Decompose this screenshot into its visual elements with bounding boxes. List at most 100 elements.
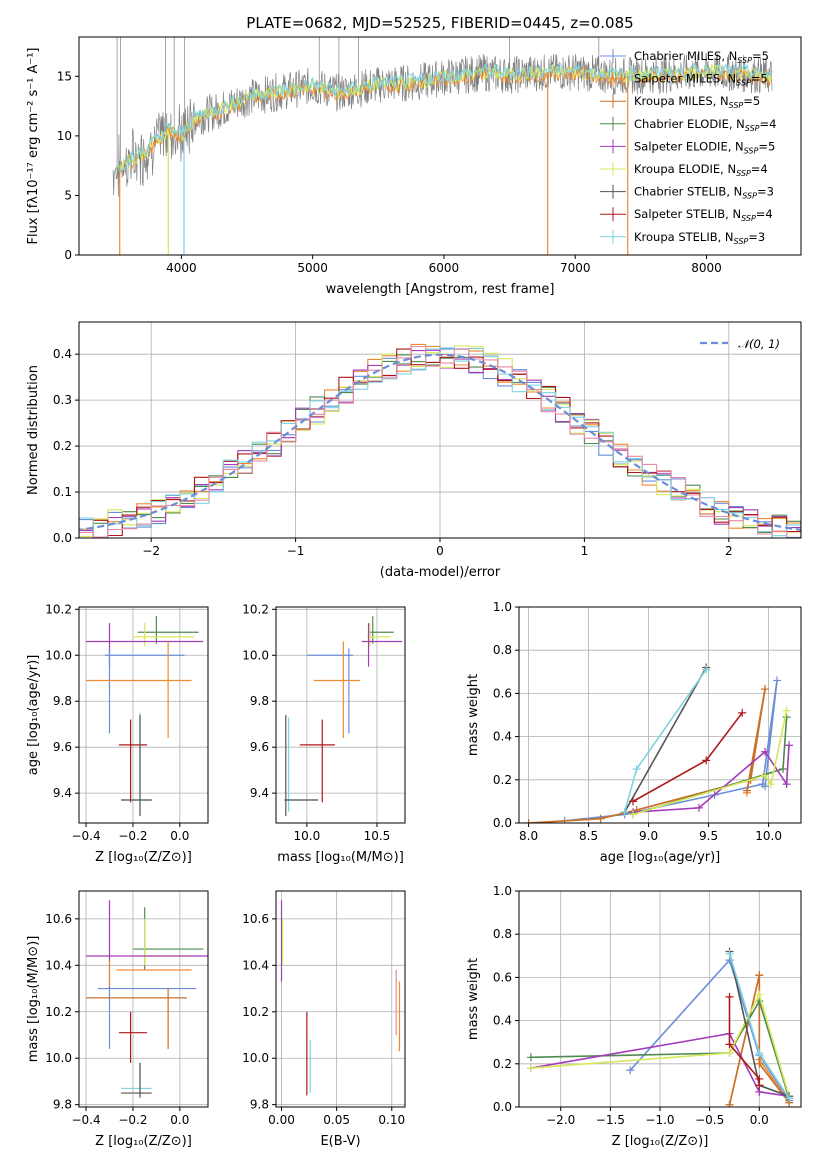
legend-suffix: =4 (751, 162, 768, 176)
y-tick-label: 9.8 (53, 1098, 72, 1112)
y-tick-label: 9.8 (250, 694, 269, 708)
weight-point (738, 708, 747, 717)
x-tick-label: 0.00 (268, 1113, 295, 1127)
y-tick-label: 0.2 (493, 1057, 512, 1071)
weight-point (755, 1059, 764, 1068)
weight-lines (526, 947, 794, 1107)
y-tick-label: 9.4 (250, 786, 269, 800)
legend-suffix: =5 (743, 94, 760, 108)
x-tick-label: 0.05 (323, 1113, 350, 1127)
weight-series (530, 992, 790, 1097)
y-tick-label: 10.0 (242, 1051, 269, 1065)
y-axis-label: age [log₁₀(age/yr)] (26, 655, 41, 776)
weight-point (725, 1100, 734, 1107)
x-axis-label: age [log₁₀(age/yr)] (600, 850, 721, 865)
model-spectrum (115, 65, 773, 171)
massweight-vs-age-panel: 8.0 8.5 9.0 9.5 10.0 0.0 0.2 0.4 0.6 0.8 1.0 age [l… (466, 600, 802, 865)
y-tick-label: 5 (64, 188, 72, 202)
legend-entry: Kroupa ELODIE, NSSP=4 (634, 162, 768, 178)
x-axis-label: mass [log₁₀(M/M⊙)] (277, 850, 404, 865)
x-tick-label: −0.4 (71, 829, 100, 843)
legend-subscript: SSP (729, 101, 744, 110)
legend-text: Salpeter MILES, N (634, 72, 736, 86)
legend-suffix: =5 (751, 72, 768, 86)
plot-frame (518, 890, 802, 1108)
weight-point (702, 665, 711, 674)
y-tick-label: 10.6 (242, 912, 269, 926)
x-tick-label: 9.5 (699, 829, 718, 843)
y-tick-label: 10.2 (242, 1005, 269, 1019)
y-tick-label: 9.6 (53, 740, 72, 754)
weight-series (623, 667, 707, 813)
legend-entry: Salpeter ELODIE, NSSP=5 (634, 139, 775, 155)
spectrum-panel: 4000 5000 6000 7000 8000 0 5 10 15 wavelength [An… (26, 36, 802, 297)
weight-point (761, 685, 769, 694)
legend-text: Chabrier ELODIE, N (634, 117, 745, 131)
x-tick-label: 8.5 (579, 829, 598, 843)
legend-subscript: SSP (742, 192, 757, 201)
y-tick-label: 9.8 (53, 694, 72, 708)
legend-subscript: SSP (736, 169, 751, 178)
y-tick-label: 10.0 (242, 648, 269, 662)
y-tick-label: 9.8 (250, 1098, 269, 1112)
weight-point (755, 971, 764, 980)
x-tick-label: 10.5 (364, 829, 391, 843)
weight-series (564, 680, 778, 822)
y-tick-label: 15 (57, 69, 72, 83)
x-tick-label: 6000 (429, 261, 460, 275)
y-tick-label: 0.0 (493, 1100, 512, 1114)
y-tick-label: 10.0 (45, 1051, 72, 1065)
age-vs-mass-panel: 10.0 10.5 9.4 9.6 9.8 10.0 10.2 mass [log₁₀(M/M… (242, 602, 406, 865)
legend-suffix: =5 (758, 139, 775, 153)
y-axis-label: mass weight (466, 674, 481, 756)
weight-series (629, 958, 790, 1101)
y-tick-label: 10.4 (45, 958, 72, 972)
errorbars (86, 616, 204, 817)
weight-point (779, 765, 787, 773)
x-tick-label: 2 (725, 544, 733, 558)
x-tick-label: 10.0 (293, 829, 320, 843)
x-tick-label: 0.10 (378, 1113, 405, 1127)
y-tick-label: 0.0 (53, 531, 72, 545)
legend-text: Chabrier MILES, N (634, 49, 737, 63)
weight-point (743, 786, 751, 795)
x-axis-label: E(B-V) (320, 1134, 360, 1149)
y-axis-label: mass [log₁₀(M/M⊙)] (26, 936, 41, 1063)
weight-point (761, 782, 769, 791)
weight-point (702, 756, 711, 765)
plot-frame (78, 321, 802, 539)
x-axis-label: Z [log₁₀(Z/Z⊙)] (95, 1134, 192, 1149)
legend-text: Salpeter STELIB, N (634, 207, 741, 221)
x-axis-label: Z [log₁₀(Z/Z⊙)] (95, 850, 192, 865)
weight-point (620, 808, 629, 817)
legend-entry: Kroupa STELIB, NSSP=3 (634, 230, 765, 246)
legend-entry: Chabrier MILES, NSSP=5 (634, 49, 769, 65)
legend-subscript: SSP (744, 146, 759, 155)
weight-point (761, 771, 769, 780)
plot-frame (78, 606, 209, 824)
plot-frame (78, 890, 209, 1108)
y-tick-label: 0.2 (53, 439, 72, 453)
weight-point (725, 949, 734, 958)
weight-point (629, 797, 637, 806)
x-tick-label: 0.0 (170, 1113, 189, 1127)
y-tick-label: 0.3 (53, 393, 72, 407)
legend-subscript: SSP (737, 56, 752, 65)
x-tick-label: 8.0 (519, 829, 538, 843)
x-axis-label: (data-model)/error (380, 565, 501, 580)
legend-text: Kroupa MILES, N (634, 94, 729, 108)
weight-point (785, 1094, 794, 1103)
errorbars (86, 900, 208, 1098)
weight-series (728, 975, 790, 1105)
y-tick-label: 10.2 (242, 602, 269, 616)
normal-curve (79, 353, 801, 532)
y-tick-label: 0.8 (493, 643, 512, 657)
legend-entry: Chabrier STELIB, NSSP=3 (634, 185, 774, 201)
plot-frame (275, 890, 406, 1108)
x-tick-label: 0.0 (750, 1113, 769, 1127)
y-tick-label: 10.4 (242, 958, 269, 972)
plot-frame (78, 36, 802, 256)
x-tick-label: 8000 (691, 261, 722, 275)
x-tick-label: 10.0 (755, 829, 782, 843)
